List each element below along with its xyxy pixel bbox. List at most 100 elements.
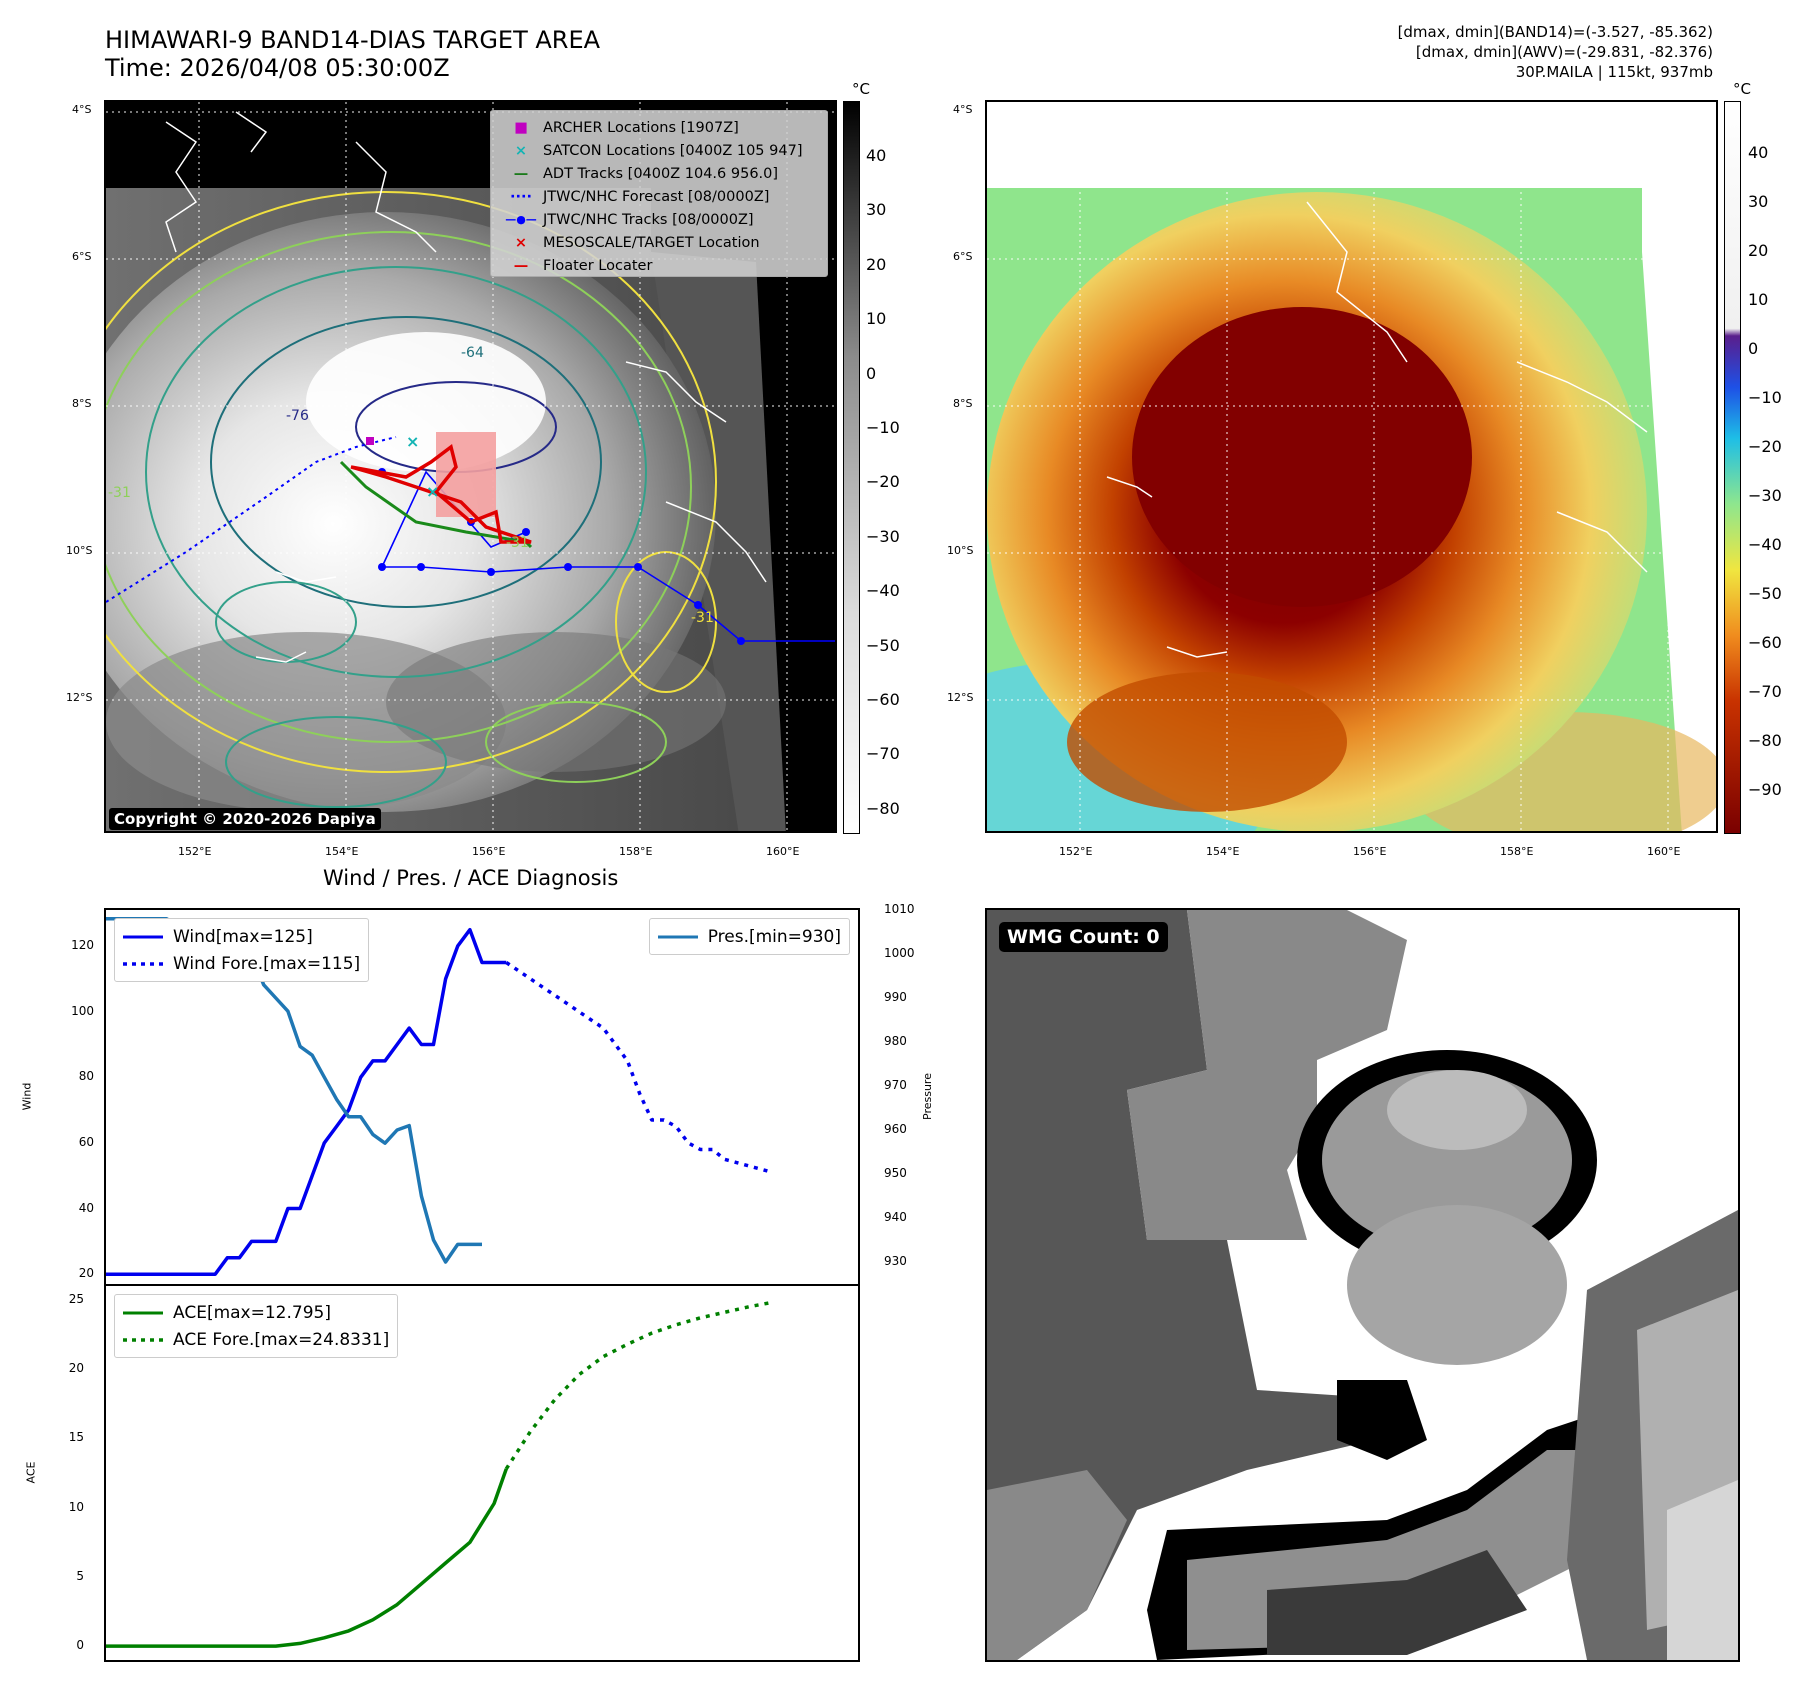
wind-axis-label: Wind: [20, 1082, 34, 1111]
contour-label: -31: [691, 610, 714, 626]
colorbar-tick-label: −80: [866, 798, 900, 818]
legend-label: JTWC/NHC Forecast [08/0000Z]: [543, 188, 770, 205]
axis-tick-label: 950: [884, 1166, 907, 1180]
axis-tick-label: 20: [68, 1361, 84, 1376]
axis-tick-label: 960: [884, 1122, 907, 1136]
info-storm: 30P.MAILA | 115kt, 937mb: [1515, 63, 1713, 81]
legend-label: Floater Locater: [543, 257, 653, 274]
lat-label: 4°S: [72, 103, 92, 116]
lat-label: 6°S: [72, 250, 92, 263]
axis-tick-label: 100: [71, 1003, 94, 1018]
lat-label: 4°S: [953, 103, 973, 116]
legend-marker: —: [513, 165, 529, 182]
axis-tick-label: 1000: [884, 946, 915, 960]
axis-tick-label: 1010: [884, 902, 915, 916]
legend-marker: —: [513, 257, 529, 274]
legend-marker: ■: [514, 119, 528, 136]
legend-label: ARCHER Locations [1907Z]: [543, 119, 739, 136]
axis-tick-label: 5: [76, 1568, 84, 1583]
lon-label: 160°E: [1647, 845, 1681, 858]
series-line-wind: [106, 927, 507, 1276]
legend-item: Wind[max=125]: [123, 923, 360, 950]
wmg-count-badge: WMG Count: 0: [999, 922, 1168, 952]
colorbar-tick-label: 30: [1748, 192, 1769, 211]
colorbar-tick-label: −20: [1748, 437, 1782, 456]
colorbar-tick-label: 10: [1748, 290, 1769, 309]
lat-label: 12°S: [66, 691, 93, 704]
axis-tick-label: 970: [884, 1078, 907, 1092]
legend-item: ACE Fore.[max=24.8331]: [123, 1326, 389, 1353]
awv-map-panel: [985, 100, 1718, 833]
legend-item: Wind Fore.[max=115]: [123, 950, 360, 977]
legend-item: × SATCON Locations [0400Z 105 947]: [499, 139, 819, 162]
legend-line: [123, 935, 163, 938]
series-line-ace-fore: [504, 1300, 774, 1470]
svg-text:×: ×: [406, 432, 419, 451]
series-line-wind-fore: [505, 961, 774, 1175]
lat-label: 8°S: [953, 397, 973, 410]
colorbar-tick-label: −60: [866, 690, 900, 709]
legend-line: [123, 961, 163, 966]
lat-label: 10°S: [947, 544, 974, 557]
legend-label: Wind[max=125]: [173, 926, 313, 947]
colorbar-tick-label: −30: [866, 526, 900, 546]
legend-label: Wind Fore.[max=115]: [173, 953, 361, 974]
colorbar-tick-label: −10: [866, 418, 900, 437]
svg-text:×: ×: [426, 482, 439, 501]
axis-tick-label: 20: [78, 1266, 94, 1281]
wmg-panel: WMG Count: 0: [985, 908, 1740, 1662]
axis-tick-label: 940: [884, 1210, 907, 1224]
chart-time: Time: 2026/04/08 05:30:00Z: [105, 54, 450, 82]
contour-label: -31: [108, 485, 131, 501]
pressure-legend: Pres.[min=930]: [648, 918, 850, 955]
legend-item: ···· JTWC/NHC Forecast [08/0000Z]: [499, 185, 819, 208]
legend-line: [123, 1337, 163, 1342]
legend-label: Pres.[min=930]: [707, 926, 841, 947]
legend-marker: —●—: [505, 213, 537, 226]
axis-tick-label: 980: [884, 1034, 907, 1048]
contour-label: -64: [461, 345, 484, 361]
legend-item: ACE[max=12.795]: [123, 1299, 389, 1326]
awv-colorbar: [1724, 101, 1741, 834]
lon-label: 158°E: [1500, 845, 1534, 858]
contour-label: -76: [286, 408, 309, 424]
ace-axis-label: ACE: [24, 1461, 38, 1484]
colorbar-tick-label: −50: [1748, 584, 1782, 603]
lon-label: 154°E: [1206, 845, 1240, 858]
diagnosis-title: Wind / Pres. / ACE Diagnosis: [323, 866, 619, 890]
ir-colorbar-unit: °C: [852, 80, 870, 98]
chart-title: HIMAWARI-9 BAND14-DIAS TARGET AREA: [105, 26, 601, 54]
colorbar-tick-label: −70: [866, 744, 900, 764]
axis-tick-label: 0: [76, 1638, 84, 1653]
colorbar-tick-label: 10: [866, 309, 887, 329]
colorbar-tick-label: −50: [866, 635, 900, 655]
legend-marker: ×: [514, 234, 528, 251]
colorbar-tick-label: 40: [1748, 143, 1769, 162]
lon-label: 156°E: [1353, 845, 1387, 858]
lat-label: 8°S: [72, 397, 92, 410]
colorbar-tick-label: −20: [866, 472, 900, 492]
ace-legend: ACE[max=12.795] ACE Fore.[max=24.8331]: [114, 1294, 399, 1358]
colorbar-tick-label: −40: [866, 581, 900, 601]
legend-item: × MESOSCALE/TARGET Location: [499, 231, 819, 254]
colorbar-tick-label: −10: [1748, 388, 1782, 407]
wind-legend: Wind[max=125] Wind Fore.[max=115]: [114, 918, 370, 982]
legend-marker: ×: [514, 142, 528, 159]
lon-label: 154°E: [325, 845, 359, 858]
legend-line: [123, 1311, 163, 1314]
axis-tick-label: 10: [68, 1499, 84, 1514]
colorbar-tick-label: −80: [1748, 731, 1782, 750]
legend-label: JTWC/NHC Tracks [08/0000Z]: [543, 211, 754, 228]
colorbar-tick-label: −70: [1748, 682, 1782, 701]
awv-colorbar-unit: °C: [1733, 80, 1751, 98]
colorbar-tick-label: −60: [1748, 633, 1782, 652]
lon-label: 158°E: [619, 845, 653, 858]
legend-item: — Floater Locater: [499, 254, 819, 277]
axis-tick-label: 15: [68, 1430, 84, 1445]
ace-panel: ACE[max=12.795] ACE Fore.[max=24.8331]: [104, 1284, 860, 1662]
colorbar-tick-label: 0: [866, 363, 877, 383]
colorbar-tick-label: 30: [866, 200, 887, 220]
legend-line: [657, 935, 698, 938]
colorbar-tick-label: 0: [1748, 339, 1759, 358]
axis-tick-label: 990: [884, 990, 907, 1004]
